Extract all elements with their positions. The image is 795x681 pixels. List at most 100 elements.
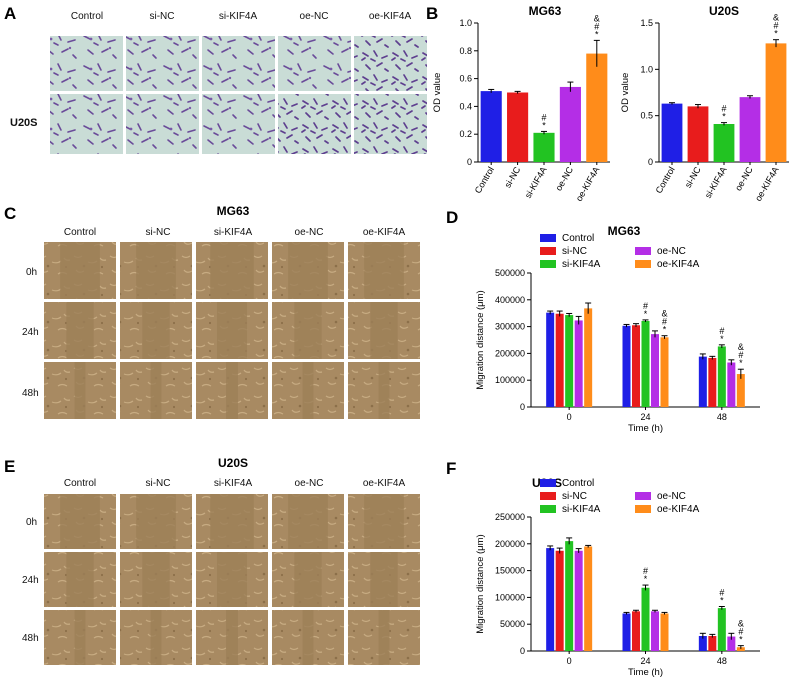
panel-e-row-label-2: 48h [22,633,39,644]
f-ytick-label-5: 250000 [495,512,525,522]
panel-e-col-label-4: oe-KIF4A [363,478,406,489]
d-legend-swatch-0 [540,234,556,242]
b2-bar-3 [739,97,761,162]
d-sig-mark-1-2-1: * [644,309,648,319]
scratch-e-gap-2-2 [226,610,238,665]
d-bar-1-2 [641,320,650,407]
d-sig-mark-2-4-2: * [739,358,743,368]
b2-bar-4 [765,43,787,162]
b2-ytick-label-1: 0.5 [640,111,653,121]
d-legend-swatch-4 [635,260,651,268]
b1-ylabel: OD value [432,73,443,113]
d-bar-0-3 [574,320,583,407]
scratch-e-gap-2-1 [150,610,162,665]
f-sig-mark-1-2-1: * [644,574,648,584]
f-legend-label-1: si-NC [562,491,587,502]
b1-ytick-label-4: 0.8 [459,46,472,56]
scratch-e-gap-0-0 [60,494,100,549]
b1-xtick-label-4: oe-KIF4A [574,165,602,203]
chart-f-u20s-migration: 0 50000 100000 150000 200000 250000 Migration … [475,476,760,678]
scratch-e-gap-2-0 [74,610,86,665]
d-bar-0-0 [546,312,555,407]
f-bar-2-2 [717,608,726,651]
d-bar-1-1 [632,325,640,407]
b1-sig-mark-4-2: * [595,29,599,39]
micrograph-a-1-2 [202,94,275,154]
d-bar-1-3 [651,334,659,407]
panel-c-col-label-0: Control [64,227,96,238]
panel-e-col-label-2: si-KIF4A [214,478,253,489]
f-legend-swatch-1 [540,492,556,500]
chart-d-mg63-migration: 0 100000 200000 300000 400000 500000 Migration… [475,224,760,434]
scratch-c-gap-2-0 [74,362,86,419]
scratch-c-gap-2-2 [226,362,238,419]
d-sig-mark-2-4-0: & [738,342,744,352]
panel-e-col-label-1: si-NC [146,478,171,489]
scratch-e-gap-0-1 [136,494,176,549]
f-xtick-label-2: 48 [717,656,727,666]
panel-letter-c: C [4,204,16,223]
panel-c-scratch-mg63: MG63 Control si-NC si-KIF4A oe-NC oe-KIF… [22,204,420,419]
b2-bar-2 [713,124,735,162]
d-ytick-label-5: 500000 [495,268,525,278]
scratch-c-gap-0-1 [136,242,176,299]
b1-sig-mark-2-0: # [541,112,546,122]
b1-bar-3 [559,86,581,162]
f-bar-0-3 [574,550,583,651]
d-sig-mark-2-2-1: * [720,334,724,344]
b2-ylabel: OD value [620,73,631,113]
b1-bar-2 [533,132,555,162]
d-sig-mark-1-2-0: # [643,301,648,311]
f-sig-mark-2-4-1: # [738,627,743,637]
b1-bar-1 [507,92,529,162]
scratch-c-gap-1-2 [216,302,248,359]
d-xtick-label-2: 48 [717,412,727,422]
d-sig-mark-2-4-1: # [738,350,743,360]
panel-c-title: MG63 [217,204,250,218]
d-ytick-label-0: 0 [520,402,525,412]
scratch-c-gap-2-3 [302,362,314,419]
d-ytick-label-1: 100000 [495,375,525,385]
f-ytick-label-1: 50000 [500,619,525,629]
b2-xtick-label-1: si-NC [683,165,703,190]
b2-xtick-label-4: oe-KIF4A [753,165,781,203]
f-legend-label-2: si-KIF4A [562,504,601,515]
scratch-c-gap-1-1 [142,302,170,359]
micrograph-a-1-1 [126,94,199,154]
micrograph-a-0-0 [50,36,123,91]
scratch-c-gap-2-1 [150,362,162,419]
micrograph-a-0-4 [354,36,427,91]
d-sig-mark-1-4-2: * [663,325,667,335]
b2-bar-0 [661,103,683,162]
b1-xtick-label-3: oe-NC [553,165,575,193]
b2-bar-1 [687,106,709,162]
d-bar-2-3 [727,362,736,407]
d-bar-1-4 [660,337,669,407]
panel-c-row-label-0: 0h [26,267,37,278]
b1-title: MG63 [529,4,562,18]
d-ylabel: Migration distance (μm) [475,290,486,389]
b1-bar-0 [480,91,502,162]
f-sig-mark-2-2-1: * [720,596,724,606]
d-sig-mark-2-2-0: # [719,326,724,336]
scratch-c-gap-2-4 [378,362,390,419]
b2-ytick-label-0: 0 [648,157,653,167]
b1-bar-4 [586,53,608,162]
d-bar-2-2 [717,346,726,407]
b2-sig-mark-4-2: * [774,29,778,39]
b1-xtick-label-1: si-NC [502,165,522,190]
panel-letter-f: F [446,459,456,478]
panel-e-grid [44,494,420,665]
panel-e-title: U20S [218,456,248,470]
panel-c-row-label-1: 24h [22,327,39,338]
f-sig-mark-2-4-0: & [738,619,744,629]
f-xtick-label-1: 24 [640,656,650,666]
d-title: MG63 [608,224,641,238]
panel-a-col-label-4: oe-KIF4A [369,11,412,22]
f-sig-mark-1-2-0: # [643,566,648,576]
b2-xtick-label-3: oe-NC [733,165,755,193]
f-xtick-label-0: 0 [567,656,572,666]
b2-sig-mark-2-0: # [721,104,726,114]
panel-c-grid [44,242,420,419]
